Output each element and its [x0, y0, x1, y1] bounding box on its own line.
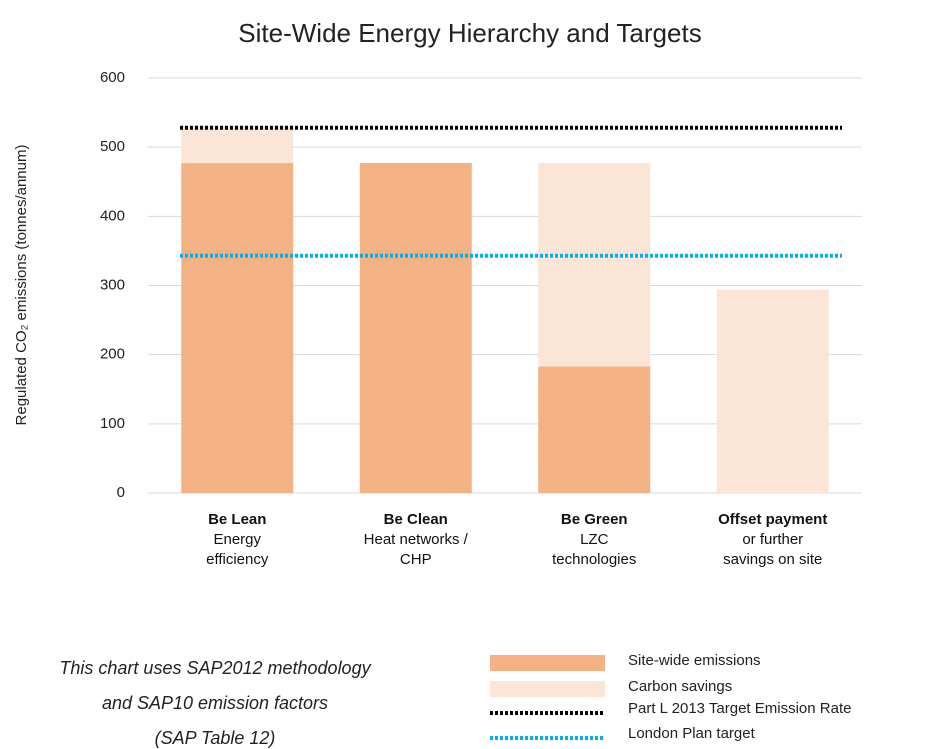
legend-swatch — [490, 681, 605, 697]
y-tick-label: 500 — [100, 138, 125, 155]
y-tick-label: 300 — [100, 276, 125, 293]
y-tick-label: 600 — [100, 69, 125, 86]
category-name: Be Clean — [383, 511, 448, 528]
bar-segment — [538, 366, 651, 493]
category-description: Heat networks / CHP — [363, 531, 468, 568]
bar-segment — [181, 163, 294, 493]
category-name: Be Lean — [208, 511, 267, 528]
note-line: (SAP Table 12) — [154, 728, 276, 748]
y-axis-label: Regulated CO₂ emissions (tonnes/annum) — [13, 145, 30, 426]
category-label: Be Lean Energy efficiency — [157, 510, 317, 570]
y-tick-label: 0 — [117, 484, 125, 501]
category-label: Be Green LZC technologies — [514, 510, 674, 570]
bar-segment — [181, 126, 294, 164]
note-line: and SAP10 emission factors — [101, 693, 329, 713]
legend-swatch — [490, 655, 605, 671]
y-tick-label: 400 — [100, 207, 125, 224]
category-description: Energy efficiency — [206, 531, 269, 568]
category-description: LZC technologies — [552, 531, 637, 568]
category-label: Offset payment or further savings on site — [693, 510, 853, 570]
legend-label: Site-wide emissions — [628, 652, 761, 669]
category-name: Be Green — [560, 511, 628, 528]
chart-title: Site-Wide Energy Hierarchy and Targets — [238, 18, 701, 48]
legend-label: Carbon savings — [628, 678, 732, 695]
bar-segment — [538, 163, 651, 367]
legend-label: Part L 2013 Target Emission Rate — [628, 700, 851, 717]
note-line: This chart uses SAP2012 methodology — [59, 658, 371, 678]
y-tick-label: 200 — [100, 346, 125, 363]
bar-segment — [359, 163, 472, 493]
category-name: Offset payment — [718, 511, 828, 528]
category-description: or further savings on site — [723, 531, 823, 568]
legend-label: London Plan target — [628, 725, 756, 742]
bar-segment — [716, 289, 829, 493]
category-label: Be Clean Heat networks / CHP — [336, 510, 496, 570]
y-tick-label: 100 — [100, 415, 125, 432]
